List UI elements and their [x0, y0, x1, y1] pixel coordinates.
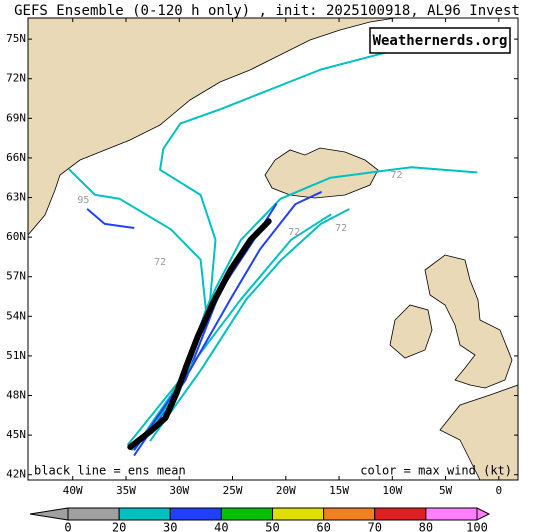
left-note: black line = ens mean — [34, 464, 186, 478]
x-tick-label: 10W — [382, 484, 402, 497]
y-tick-label: 63N — [6, 191, 26, 204]
plot-frame — [27, 17, 519, 481]
x-tick-label: 5W — [439, 484, 453, 497]
colorbar-label: 40 — [214, 521, 228, 532]
y-tick-label: 48N — [6, 389, 26, 402]
y-tick-label: 57N — [6, 270, 26, 283]
y-tick-label: 75N — [6, 32, 26, 45]
watermark-box — [369, 27, 511, 54]
right-note: color = max wind (kt) — [360, 464, 512, 478]
y-tick-label: 60N — [6, 230, 26, 243]
land — [27, 17, 519, 481]
y-tick-label: 42N — [6, 468, 26, 481]
x-tick-label: 30W — [169, 484, 189, 497]
colorbar-segment — [220, 507, 273, 521]
colorbar-label: 100 — [466, 521, 488, 532]
y-tick-label: 72N — [6, 72, 26, 85]
x-tick-label: 40W — [63, 484, 83, 497]
mean-track — [127, 218, 272, 450]
x-tick-label: 35W — [116, 484, 136, 497]
colorbar-segment — [169, 507, 222, 521]
y-tick-label: 45N — [6, 428, 26, 441]
colorbar-label: 80 — [419, 521, 433, 532]
x-tick-label: 20W — [276, 484, 296, 497]
colorbar-label: 0 — [64, 521, 71, 532]
colorbar-segment — [374, 507, 427, 521]
tracks: 95 72 72 72 72 — [68, 48, 478, 456]
colorbar-label: 30 — [163, 521, 177, 532]
member-track — [149, 208, 350, 442]
track-label: 72 — [335, 223, 347, 234]
iceland — [264, 147, 379, 199]
y-tick-label: 51N — [6, 349, 26, 362]
x-tick-label: 0 — [496, 484, 503, 497]
ireland — [389, 304, 433, 359]
x-tick-label: 15W — [329, 484, 349, 497]
track-label: 72 — [288, 227, 300, 238]
colorbar-label: 60 — [316, 521, 330, 532]
member-track — [86, 208, 135, 229]
x-tick-label: 25W — [223, 484, 243, 497]
track-label: 95 — [77, 195, 89, 206]
colorbar-segment — [272, 507, 325, 521]
colorbar-label: 20 — [112, 521, 126, 532]
colorbar-label: 50 — [265, 521, 279, 532]
title: GEFS Ensemble (0-120 h only) , init: 202… — [14, 3, 520, 19]
great-britain — [424, 254, 513, 389]
track-label: 72 — [391, 170, 403, 181]
y-tick-label: 66N — [6, 151, 26, 164]
greenland — [27, 17, 396, 237]
watermark: Weathernerds.org — [373, 33, 508, 49]
colorbar-segment — [425, 507, 478, 521]
colorbar-under — [29, 507, 69, 521]
track-label: 72 — [154, 257, 166, 268]
colorbar-segment — [67, 507, 120, 521]
colorbar-over — [476, 507, 491, 521]
y-tick-label: 69N — [6, 111, 26, 124]
colorbar-segment — [323, 507, 376, 521]
y-tick-label: 54N — [6, 309, 26, 322]
colorbar-segment — [118, 507, 171, 521]
colorbar-label: 70 — [368, 521, 382, 532]
